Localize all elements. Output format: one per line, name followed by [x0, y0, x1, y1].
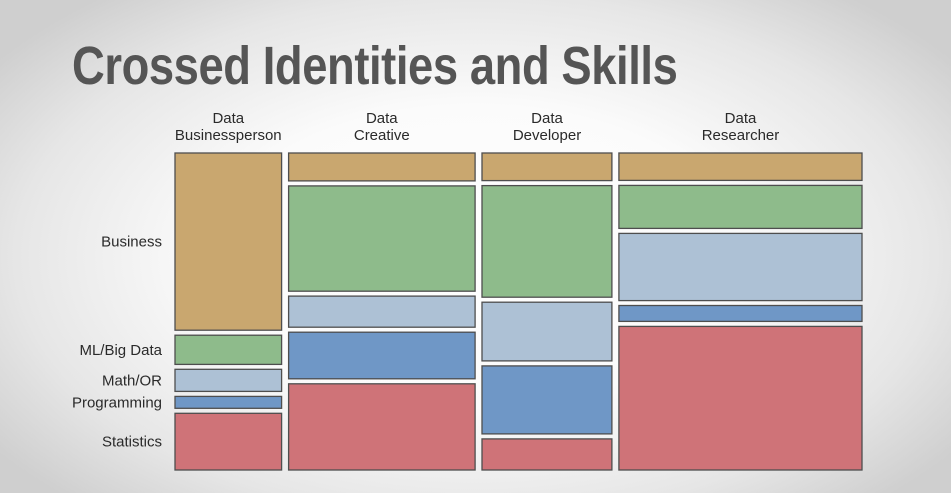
row-label-statistics: Statistics: [102, 434, 162, 451]
column-label-data-developer: Data Developer: [513, 110, 581, 144]
tile-data-creative-ml-big-data: [287, 185, 476, 292]
row-label-programming: Programming: [72, 394, 162, 411]
tile-data-developer-ml-big-data: [481, 184, 613, 298]
tile-data-researcher-statistics: [618, 325, 863, 471]
column-label-data-creative: Data Creative: [354, 110, 410, 144]
column-label-data-businessperson: Data Businessperson: [175, 110, 282, 144]
tile-data-businessperson-statistics: [174, 412, 283, 471]
row-label-business: Business: [101, 234, 162, 251]
tile-data-creative-statistics: [287, 383, 476, 471]
tile-data-creative-business: [287, 152, 476, 182]
tile-data-businessperson-business: [174, 152, 283, 331]
tile-data-businessperson-math-or: [174, 368, 283, 393]
tile-data-developer-statistics: [481, 438, 613, 471]
tile-data-researcher-ml-big-data: [618, 184, 863, 230]
tile-data-businessperson-programming: [174, 395, 283, 409]
row-label-math-or: Math/OR: [102, 372, 162, 389]
tile-data-researcher-business: [618, 152, 863, 182]
tile-data-researcher-math-or: [618, 232, 863, 302]
slide-title: Crossed Identities and Skills: [72, 36, 678, 96]
tile-data-researcher-programming: [618, 304, 863, 323]
row-label-ml-big-data: ML/Big Data: [79, 342, 162, 359]
column-label-data-researcher: Data Researcher: [702, 110, 780, 144]
tile-data-developer-business: [481, 152, 613, 182]
tile-data-businessperson-ml-big-data: [174, 334, 283, 366]
tile-data-creative-programming: [287, 331, 476, 380]
tile-data-developer-math-or: [481, 301, 613, 362]
tile-data-creative-math-or: [287, 295, 476, 328]
tile-data-developer-programming: [481, 365, 613, 435]
